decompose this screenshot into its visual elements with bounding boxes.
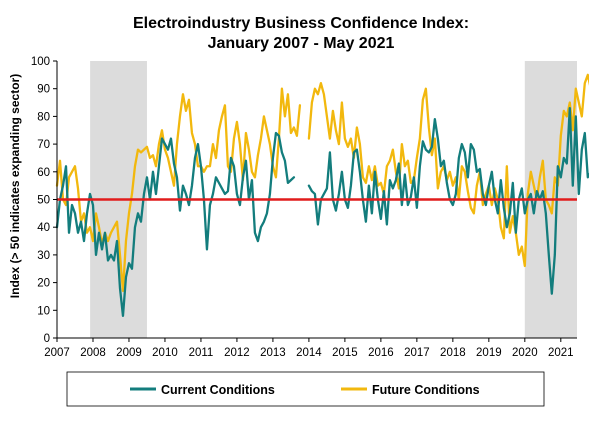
series-lines — [55, 73, 589, 317]
series-line-future-conditions — [55, 73, 589, 293]
chart-title-line-2: January 2007 - May 2021 — [208, 35, 395, 52]
y-tick-label-20: 20 — [37, 278, 50, 290]
y-tick-label-50: 50 — [37, 195, 50, 207]
x-tick-label-2009: 2009 — [116, 347, 142, 359]
x-tick-label-2017: 2017 — [404, 347, 430, 359]
y-tick-label-80: 80 — [37, 111, 50, 123]
y-tick-label-60: 60 — [37, 167, 50, 179]
y-axis-ticks: 0 10 20 30 40 50 60 70 80 90 100 — [31, 56, 57, 345]
chart-title-line-1: Electroindustry Business Confidence Inde… — [133, 15, 469, 32]
series-line-current-conditions — [55, 106, 589, 317]
x-tick-label-2008: 2008 — [80, 347, 106, 359]
y-tick-label-30: 30 — [37, 250, 50, 262]
x-tick-label-2018: 2018 — [440, 347, 466, 359]
legend-label-current: Current Conditions — [161, 383, 275, 397]
x-tick-label-2011: 2011 — [189, 347, 214, 359]
x-tick-label-2020: 2020 — [512, 347, 538, 359]
y-tick-label-90: 90 — [37, 84, 50, 96]
x-tick-label-2012: 2012 — [224, 347, 250, 359]
x-tick-label-2019: 2019 — [476, 347, 502, 359]
x-axis-ticks: 2007 2008 2009 2010 2011 2012 2013 2014 2015 2016… — [44, 338, 574, 359]
x-tick-label-2016: 2016 — [368, 347, 394, 359]
legend: Current Conditions Future Conditions — [66, 371, 545, 407]
y-axis-label: Index (> 50 indicates expanding sector) — [8, 74, 22, 298]
x-tick-label-2007: 2007 — [44, 347, 70, 359]
x-tick-label-2013: 2013 — [260, 347, 286, 359]
chart-title: Electroindustry Business Confidence Inde… — [133, 15, 469, 52]
x-tick-label-2021: 2021 — [548, 347, 574, 359]
legend-label-future: Future Conditions — [372, 383, 480, 397]
x-tick-label-2015: 2015 — [332, 347, 358, 359]
y-tick-label-70: 70 — [37, 139, 50, 151]
y-tick-label-10: 10 — [37, 305, 50, 317]
y-tick-label-40: 40 — [37, 222, 50, 234]
x-tick-label-2010: 2010 — [152, 347, 178, 359]
x-tick-label-2014: 2014 — [296, 347, 322, 359]
y-tick-label-0: 0 — [44, 333, 50, 345]
y-tick-label-100: 100 — [31, 56, 50, 68]
